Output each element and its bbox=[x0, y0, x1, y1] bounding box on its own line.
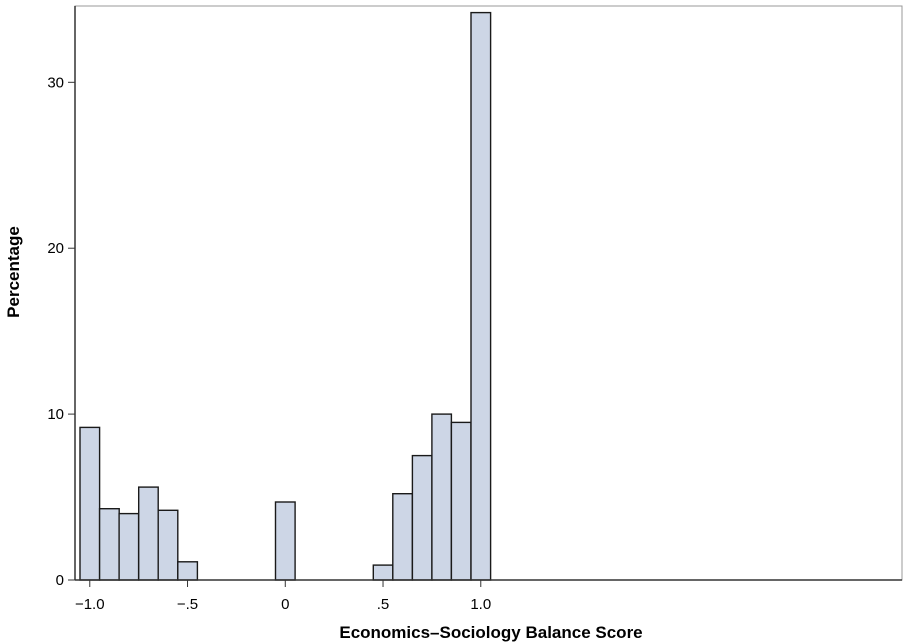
x-ticks-group: −1.0 −.5 0 .5 1.0 bbox=[75, 580, 491, 613]
histogram-bar-3 bbox=[118, 512, 140, 581]
x-tick-label-2: −.5 bbox=[177, 596, 198, 613]
y-tick-label-2: 10 bbox=[47, 406, 64, 423]
x-tick-label-1: −1.0 bbox=[75, 596, 105, 613]
y-axis-title: Percentage bbox=[4, 226, 23, 318]
histogram-bar-1 bbox=[79, 426, 101, 581]
x-tick-label-3: 0 bbox=[281, 596, 289, 613]
y-ticks-group: 0 10 20 30 bbox=[47, 74, 75, 589]
histogram-bar-7 bbox=[274, 501, 296, 581]
histogram-bar-9 bbox=[392, 493, 414, 581]
histogram-bar-5 bbox=[157, 509, 179, 581]
y-tick-label-1: 0 bbox=[56, 572, 64, 589]
histogram-bar-13 bbox=[470, 11, 492, 581]
histogram-bar-8 bbox=[372, 564, 394, 581]
histogram-bar-4 bbox=[137, 486, 159, 581]
y-tick-label-3: 20 bbox=[47, 240, 64, 257]
bars-group bbox=[79, 11, 492, 581]
histogram-bar-12 bbox=[450, 421, 472, 581]
y-tick-label-4: 30 bbox=[47, 74, 64, 91]
x-tick-label-5: 1.0 bbox=[470, 596, 491, 613]
histogram-bar-11 bbox=[431, 413, 453, 581]
histogram-bar-2 bbox=[98, 508, 120, 581]
x-tick-label-4: .5 bbox=[377, 596, 390, 613]
x-axis-title: Economics–Sociology Balance Score bbox=[339, 623, 642, 642]
histogram-bar-10 bbox=[411, 454, 433, 581]
histogram-bar-6 bbox=[177, 561, 199, 581]
